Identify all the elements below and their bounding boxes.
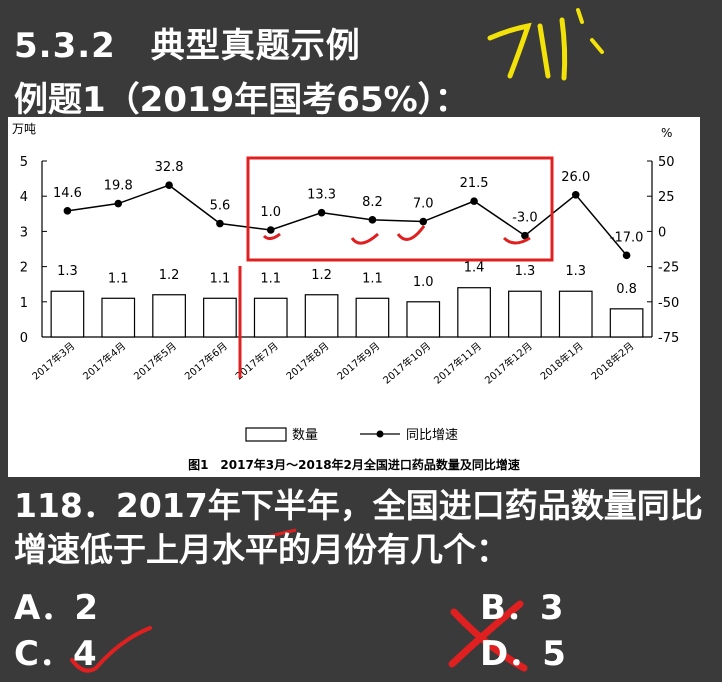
bar-data-label: 1.2 bbox=[311, 268, 332, 283]
x-tick-label: 2017年11月 bbox=[431, 339, 484, 386]
line-data-label: 26.0 bbox=[561, 170, 590, 185]
bar-data-label: 1.1 bbox=[210, 271, 231, 286]
right-tick-label: -75 bbox=[658, 331, 679, 346]
line-point bbox=[521, 231, 529, 240]
line-data-label: 13.3 bbox=[307, 188, 336, 203]
bar-data-label: 1.3 bbox=[565, 264, 586, 279]
x-tick-label: 2017年9月 bbox=[334, 339, 382, 382]
left-unit-label: 万吨 bbox=[12, 122, 36, 136]
chart-svg: 万吨 % 图1 2017年3月～2018年2月全国进口药品数量及同比增速 数量 … bbox=[12, 122, 679, 472]
bar bbox=[508, 290, 542, 338]
x-tick-label: 2017年5月 bbox=[131, 339, 179, 382]
bar bbox=[457, 287, 491, 338]
left-tick-label: 2 bbox=[20, 261, 28, 276]
bar-data-label: 1.0 bbox=[413, 275, 434, 290]
line-data-label: 21.5 bbox=[460, 176, 489, 191]
bar-data-label: 1.1 bbox=[260, 271, 281, 286]
option-a[interactable]: A．2 bbox=[14, 588, 98, 628]
x-tick-label: 2017年8月 bbox=[283, 339, 331, 382]
legend-line-marker bbox=[376, 430, 384, 438]
left-tick-label: 3 bbox=[20, 225, 28, 240]
right-tick-label: -50 bbox=[658, 296, 679, 311]
bar-data-label: 1.2 bbox=[159, 268, 180, 283]
growth-line bbox=[67, 184, 628, 256]
right-tick-label: -25 bbox=[658, 261, 679, 276]
bar bbox=[609, 308, 644, 338]
line-point bbox=[470, 197, 478, 205]
line-point bbox=[266, 226, 275, 234]
option-d[interactable]: D．5 bbox=[480, 634, 566, 674]
line-point bbox=[165, 181, 173, 190]
question-text: 118．2017年下半年，全国进口药品数量同比增速低于上月水平的月份有几个： bbox=[14, 486, 703, 569]
x-tick-label: 2018年1月 bbox=[538, 339, 586, 382]
bar-data-label: 1.3 bbox=[515, 264, 536, 279]
chart-panel: 万吨 % 图1 2017年3月～2018年2月全国进口药品数量及同比增速 数量 … bbox=[8, 117, 700, 477]
bar-data-label: 0.8 bbox=[616, 282, 637, 297]
bar-data-label: 1.1 bbox=[108, 271, 129, 286]
x-tick-label: 2017年4月 bbox=[80, 339, 128, 382]
line-data-label: 32.8 bbox=[155, 160, 184, 175]
bar-data-label: 1.1 bbox=[362, 271, 383, 286]
line-data-label: 19.8 bbox=[104, 179, 133, 194]
line-data-label: 5.6 bbox=[210, 199, 231, 214]
x-tick-label: 2017年6月 bbox=[182, 339, 230, 382]
chart-caption: 图1 2017年3月～2018年2月全国进口药品数量及同比增速 bbox=[188, 457, 520, 472]
bar-data-label: 1.3 bbox=[57, 264, 78, 279]
bar bbox=[50, 290, 85, 338]
x-tick-label: 2017年10月 bbox=[380, 339, 433, 386]
line-point bbox=[571, 190, 580, 199]
section-title: 5.3.2 典型真题示例 bbox=[14, 26, 361, 66]
line-point bbox=[216, 219, 224, 228]
line-data-label: 8.2 bbox=[362, 195, 383, 210]
yellow-handwriting bbox=[487, 8, 604, 81]
bar bbox=[355, 297, 390, 338]
right-tick-label: 50 bbox=[658, 155, 675, 170]
line-point bbox=[419, 217, 428, 226]
right-tick-label: 0 bbox=[658, 225, 666, 240]
legend-bar-swatch bbox=[245, 427, 287, 442]
legend-line-label: 同比增速 bbox=[406, 428, 458, 443]
left-tick-label: 5 bbox=[20, 155, 28, 170]
right-tick-label: 25 bbox=[658, 190, 675, 205]
legend-bar-label: 数量 bbox=[292, 428, 318, 443]
x-tick-label: 2017年7月 bbox=[233, 339, 281, 382]
line-point bbox=[63, 207, 72, 215]
x-tick-label: 2017年3月 bbox=[29, 339, 77, 382]
option-b[interactable]: B．3 bbox=[480, 588, 564, 628]
line-data-label: 1.0 bbox=[260, 205, 281, 220]
example-title: 例题1（2019年国考65%）： bbox=[14, 80, 469, 120]
right-unit-label: % bbox=[661, 126, 672, 140]
line-point bbox=[368, 216, 377, 224]
line-point bbox=[317, 208, 326, 217]
line-data-label: -3.0 bbox=[512, 211, 537, 226]
bar bbox=[152, 294, 186, 338]
line-data-label: 7.0 bbox=[413, 197, 434, 212]
line-point bbox=[114, 199, 123, 208]
bar bbox=[304, 294, 339, 338]
bar bbox=[253, 297, 288, 338]
left-tick-label: 0 bbox=[20, 331, 28, 346]
bar bbox=[203, 297, 237, 338]
x-tick-label: 2017年12月 bbox=[482, 339, 535, 386]
left-tick-label: 4 bbox=[20, 190, 28, 205]
bar bbox=[558, 290, 593, 338]
bar-data-label: 1.4 bbox=[464, 261, 485, 276]
left-tick-label: 1 bbox=[20, 296, 28, 311]
line-data-label: -17.0 bbox=[610, 230, 644, 245]
x-tick-label: 2018年2月 bbox=[588, 339, 636, 382]
bar bbox=[406, 301, 441, 338]
bar bbox=[101, 297, 136, 338]
line-data-label: 14.6 bbox=[53, 186, 82, 201]
line-point bbox=[622, 251, 631, 260]
option-c[interactable]: C．4 bbox=[14, 634, 97, 674]
